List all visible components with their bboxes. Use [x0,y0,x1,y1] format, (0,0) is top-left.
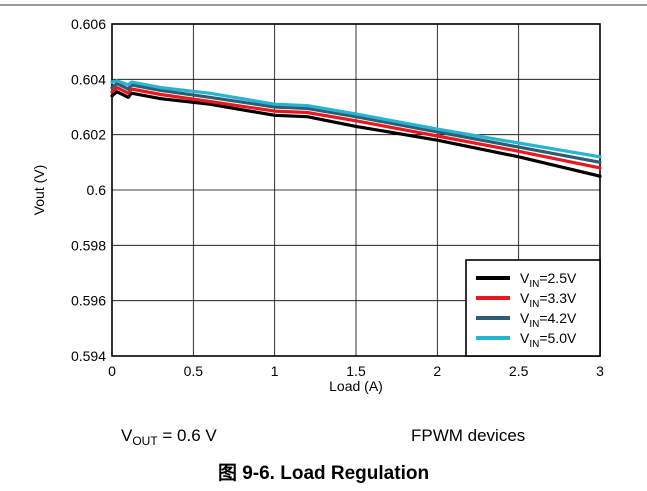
series-line [110,81,602,164]
figure-title: 图 9-6. Load Regulation [217,463,430,484]
legend-label: VIN=2.5V [520,270,577,290]
x-tick-label: 2.5 [509,363,529,379]
y-axis-label: Vout (V) [31,165,47,216]
x-tick-label: 0 [108,363,116,379]
x-tick-label: 2 [433,363,441,379]
x-tick-label: 3 [596,363,604,379]
x-axis-label: Load (A) [329,378,383,394]
x-tick-label: 1 [271,363,279,379]
legend-label: VIN=5.0V [520,330,577,350]
load-regulation-chart: 0 0.5 1 1.5 2 2.5 3 0.594 0.596 0.598 0.6 0.602 0.60… [31,16,604,394]
x-tick-label: 0.5 [184,363,204,379]
plot-border [111,23,601,357]
series-line [110,79,602,159]
series-line [110,85,602,170]
top-rule [0,4,647,6]
legend-label: VIN=3.3V [520,290,577,310]
y-tick-label: 0.602 [71,127,106,143]
y-tick-label: 0.6 [87,182,107,198]
y-tick-label: 0.604 [71,71,106,87]
series-line [110,90,602,178]
y-tick-label: 0.598 [71,237,106,253]
y-tick-label: 0.606 [71,16,106,32]
vout-caption: VOUT = 0.6 V [121,426,217,448]
y-tick-label: 0.596 [71,293,106,309]
x-tick-label: 1.5 [346,363,366,379]
legend-label: VIN=4.2V [520,310,577,330]
fpwm-caption: FPWM devices [411,426,526,445]
y-tick-label: 0.594 [71,348,106,364]
